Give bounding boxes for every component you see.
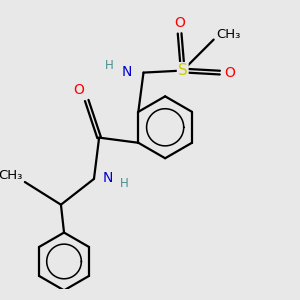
Text: O: O [174, 16, 185, 30]
Text: S: S [178, 63, 188, 78]
Text: N: N [122, 64, 132, 79]
Text: CH₃: CH₃ [0, 169, 22, 182]
Text: H: H [105, 59, 114, 72]
Text: H: H [119, 176, 128, 190]
Text: O: O [73, 83, 84, 97]
Text: N: N [102, 171, 112, 185]
Text: CH₃: CH₃ [216, 28, 240, 41]
Text: O: O [225, 66, 236, 80]
